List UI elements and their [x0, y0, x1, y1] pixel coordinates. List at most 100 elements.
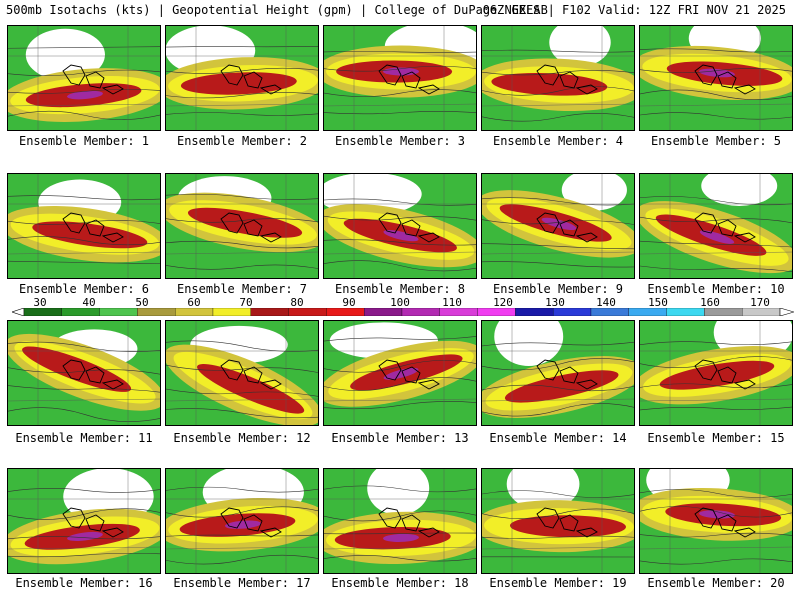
colorbar-segment [401, 308, 440, 316]
political-borders [324, 26, 476, 130]
colorbar-tick-label: 160 [700, 296, 720, 309]
height-contour [166, 218, 318, 223]
isotach-map [482, 321, 634, 425]
height-contour [166, 340, 318, 352]
isotach-map [640, 321, 792, 425]
colorbar-tick-label: 140 [596, 296, 616, 309]
ensemble-panel [639, 468, 793, 574]
jet-max [383, 533, 419, 542]
colorbar-tick-label: 130 [545, 296, 565, 309]
colorbar-tick-label: 170 [750, 296, 770, 309]
height-contour [640, 216, 792, 224]
height-contour [482, 358, 634, 371]
isotach-map [8, 26, 160, 130]
height-contour [324, 360, 476, 373]
isotach-map [166, 469, 318, 573]
height-contour [8, 195, 160, 201]
great-lakes-outline [220, 507, 282, 538]
height-contour [8, 508, 160, 520]
isotach-map [640, 26, 792, 130]
colorbar-tick-label: 100 [390, 296, 410, 309]
political-borders [8, 469, 160, 573]
ensemble-member-label: Ensemble Member: 18 [331, 576, 469, 590]
ensemble-member-label: Ensemble Member: 12 [173, 431, 311, 445]
colorbar-segment [212, 308, 251, 316]
jet-core [504, 370, 619, 403]
great-lakes-outline [62, 64, 124, 95]
isotach-map [482, 26, 634, 130]
ensemble-panel [481, 173, 635, 279]
political-borders [482, 174, 634, 278]
height-contour [482, 113, 634, 122]
ensemble-member-label: Ensemble Member: 19 [489, 576, 627, 590]
ensemble-panel [323, 320, 477, 426]
great-lakes-outline [378, 507, 440, 538]
ensemble-member-label: Ensemble Member: 7 [176, 282, 308, 296]
great-lakes-outline [378, 64, 440, 95]
height-contour [8, 341, 160, 352]
colorbar-segment [175, 308, 214, 316]
height-contour [482, 341, 634, 347]
height-contour [166, 193, 318, 200]
ensemble-panel [639, 25, 793, 131]
ensemble-member-label: Ensemble Member: 15 [647, 431, 785, 445]
height-contour [324, 111, 476, 115]
ensemble-member-label: Ensemble Member: 9 [492, 282, 624, 296]
colorbar-segment [61, 308, 100, 316]
ensemble-panel [639, 173, 793, 279]
ensemble-member-label: Ensemble Member: 2 [176, 134, 308, 148]
jet-core [180, 72, 297, 95]
jet-max [699, 68, 735, 78]
ensemble-member-label: Ensemble Member: 6 [18, 282, 150, 296]
colorbar-tick-label: 150 [648, 296, 668, 309]
great-lakes-outline [694, 507, 756, 538]
ensemble-panel [481, 468, 635, 574]
political-borders [166, 26, 318, 130]
product-title: 500mb Isotachs (kts) | Geopotential Heig… [6, 3, 548, 17]
isotach-map [8, 469, 160, 573]
height-contour [482, 243, 634, 250]
height-contour [640, 68, 792, 74]
colorbar-tick-label: 80 [290, 296, 304, 309]
colorbar-tick-label: 120 [493, 296, 513, 309]
height-contour [324, 51, 476, 53]
colorbar-legend: 30 40 50 60 70 80 90 100 110 120 130 140 150 160 170 [0, 296, 800, 318]
great-lakes-outline [220, 359, 282, 390]
isotach-map [324, 469, 476, 573]
height-contour [482, 197, 634, 206]
height-contour [324, 65, 476, 72]
political-borders [324, 174, 476, 278]
height-contour [324, 198, 476, 206]
jet-core [32, 221, 148, 249]
jet-core [187, 207, 303, 238]
colorbar-bar [12, 308, 794, 316]
colorbar-tick-label: 90 [342, 296, 356, 309]
isotach-map [166, 174, 318, 278]
great-lakes-outline [378, 359, 440, 390]
height-contour [166, 506, 318, 518]
colorbar-segment [364, 308, 403, 316]
height-contour [324, 532, 476, 535]
political-borders [482, 469, 634, 573]
colorbar-segment [628, 308, 667, 316]
height-contour [640, 112, 792, 120]
height-contour [8, 385, 160, 393]
height-contour [482, 490, 634, 498]
colorbar-segment [515, 308, 554, 316]
ensemble-panel [165, 468, 319, 574]
ensemble-member-label: Ensemble Member: 10 [647, 282, 785, 296]
height-contour [8, 536, 160, 540]
isotach-map [166, 321, 318, 425]
great-lakes-outline [62, 507, 124, 538]
great-lakes-outline [694, 212, 756, 243]
calm-area [561, 174, 627, 211]
political-borders [482, 26, 634, 130]
height-contour [8, 488, 160, 493]
height-contour [640, 341, 792, 346]
political-borders [8, 174, 160, 278]
colorbar-tick-label: 70 [239, 296, 253, 309]
colorbar-tick-label: 30 [33, 296, 47, 309]
height-contour [324, 510, 476, 522]
ensemble-panel [7, 173, 161, 279]
height-contour [324, 215, 476, 221]
